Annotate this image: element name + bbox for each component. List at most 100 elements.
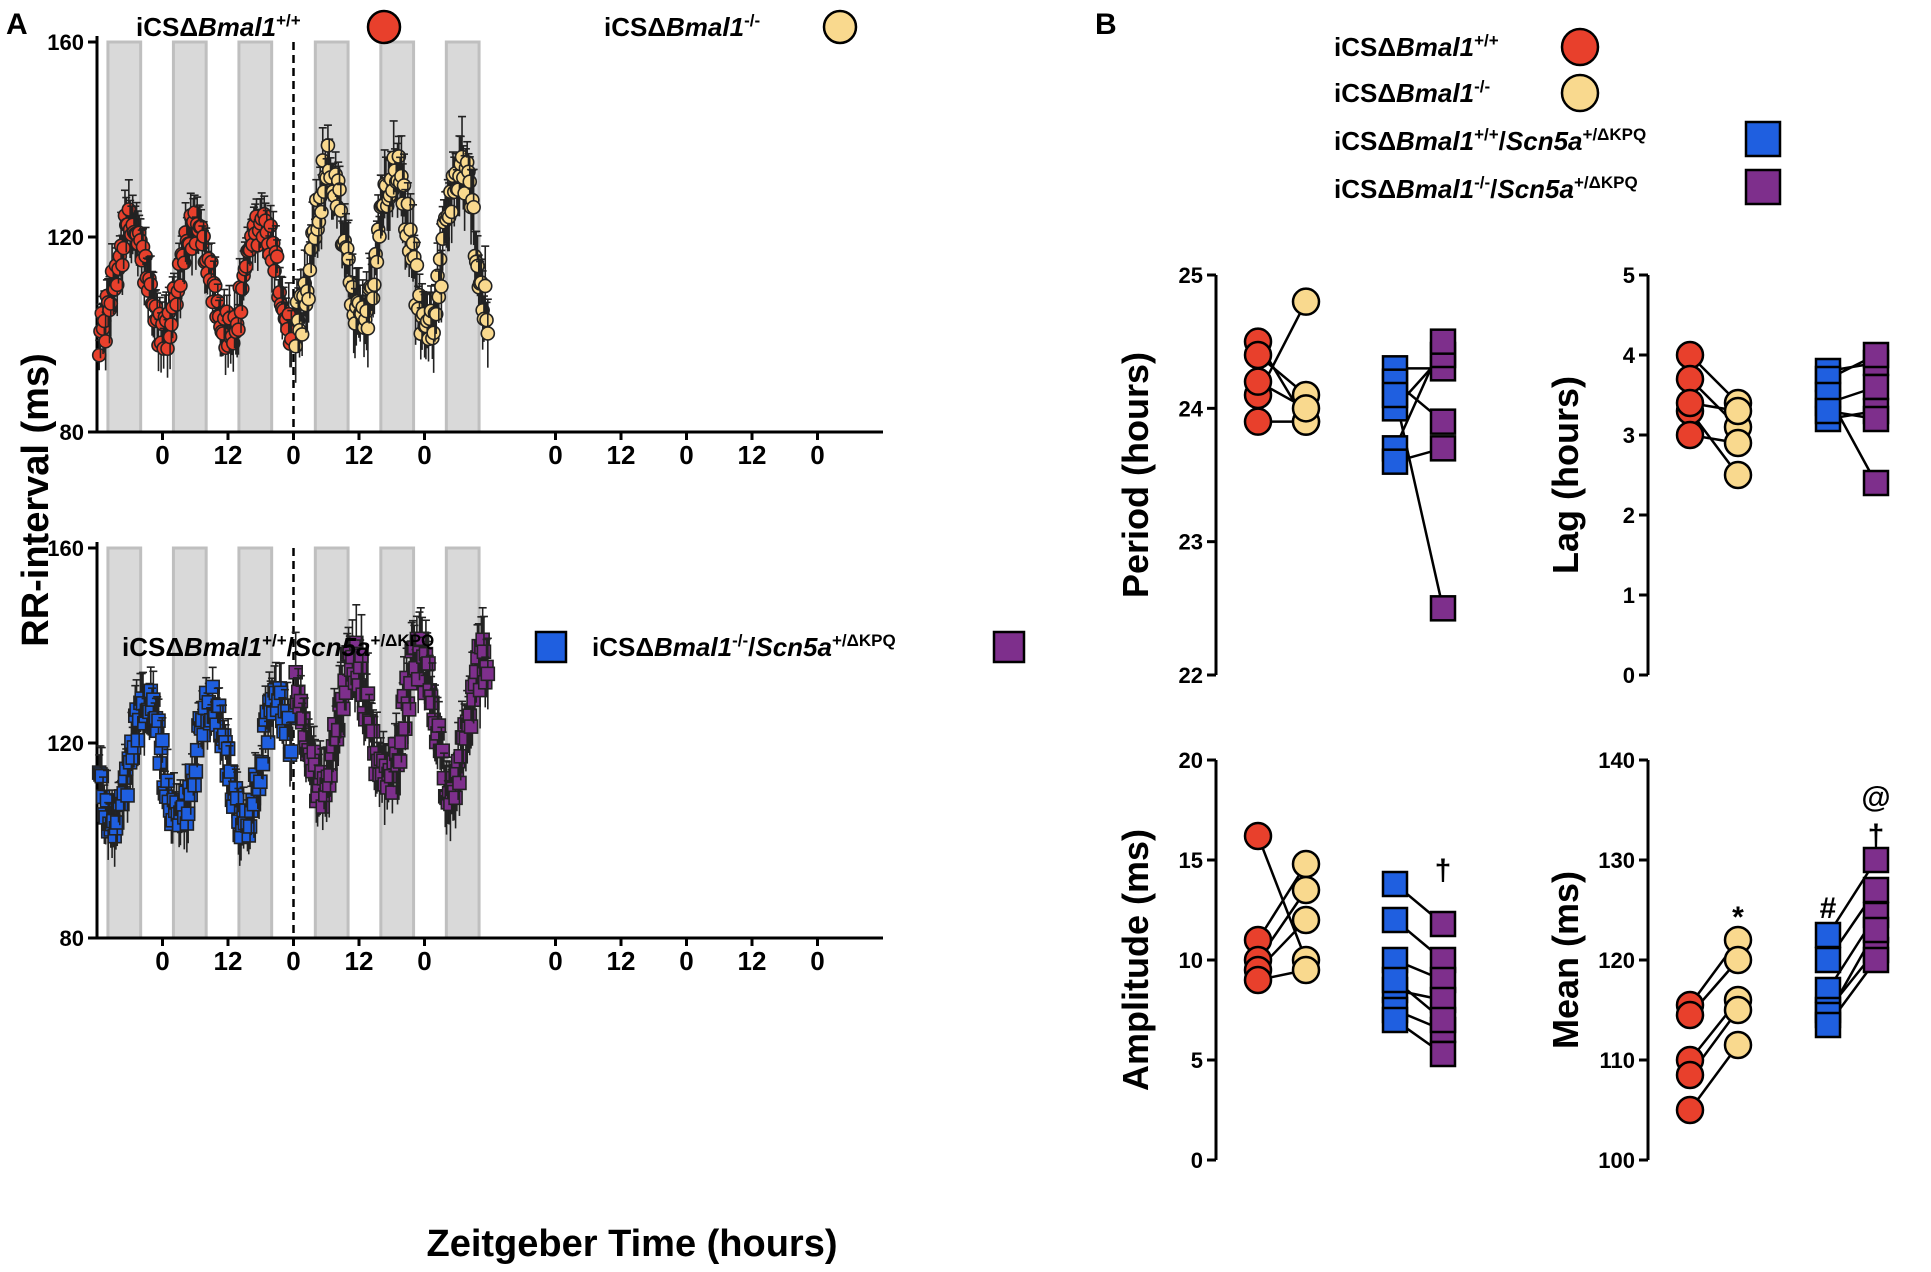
pair-group-wt_kpq-ko_kpq: [1814, 846, 1890, 1039]
data-point: [205, 679, 220, 695]
y-tick-label-4: 20: [1179, 748, 1203, 773]
data-point: [369, 254, 385, 270]
x-tick-label-2: 0: [286, 440, 300, 470]
data-point: [94, 768, 110, 784]
significance-annotation-1: #: [1820, 892, 1837, 925]
x-tick-label-6: 12: [607, 440, 636, 470]
data-point: [253, 774, 268, 790]
data-point: [120, 788, 135, 803]
data-point: [231, 322, 246, 338]
legend-item-ko: iCSΔBmal1-/-: [1334, 73, 1600, 113]
data-point: [372, 229, 387, 244]
legend-ko-marker: [1560, 73, 1600, 113]
pair-group-wt_kpq-ko_kpq: [1381, 328, 1457, 622]
svg-text:iCSΔBmal1+/+/Scn5a+/ΔKPQ: iCSΔBmal1+/+/Scn5a+/ΔKPQ: [1334, 125, 1646, 156]
data-point: [109, 277, 125, 293]
svg-text:iCSΔBmal1-/-/Scn5a+/ΔKPQ: iCSΔBmal1-/-/Scn5a+/ΔKPQ: [1334, 173, 1638, 204]
data-point-ko: [1291, 287, 1321, 316]
data-point: [367, 277, 382, 293]
data-point: [479, 312, 494, 328]
data-point: [320, 138, 336, 153]
y-axis-label: Period (hours): [1115, 352, 1156, 598]
y-tick-label-2: 24: [1179, 396, 1204, 421]
data-point-wt: [1675, 340, 1705, 370]
data-point-wt: [1675, 420, 1705, 450]
panel-a-xlabel: Zeitgeber Time (hours): [426, 1223, 837, 1265]
y-tick-label-1: 120: [47, 731, 84, 756]
data-point: [233, 304, 249, 320]
y-tick-label-0: 100: [1598, 1148, 1635, 1173]
legend-wt-marker: [1560, 27, 1600, 67]
svg-text:iCSΔBmal1-/-: iCSΔBmal1-/-: [1334, 77, 1490, 108]
data-point: [155, 733, 170, 748]
data-point-wt: [1243, 340, 1273, 370]
x-tick-label-8: 12: [738, 440, 767, 470]
data-point: [332, 182, 347, 197]
data-point-wt: [1675, 364, 1705, 394]
data-point-wt: [1243, 407, 1273, 436]
pair-group-wt_kpq-ko_kpq: [1814, 341, 1890, 497]
y-tick-label-5: 5: [1623, 263, 1635, 288]
data-point-ko: [1291, 905, 1321, 935]
y-tick-label-2: 2: [1623, 503, 1635, 528]
title-wt-kpq-marker: [534, 630, 568, 664]
data-point-ko_kpq: [1862, 916, 1890, 944]
data-point-wt_kpq: [1381, 381, 1409, 409]
data-point-wt_kpq: [1814, 921, 1842, 949]
x-tick-label-0: 0: [155, 440, 169, 470]
title-wt-marker: [366, 9, 402, 45]
data-point: [160, 341, 175, 356]
data-point-ko: [1723, 945, 1753, 975]
data-point-ko_kpq: [1862, 876, 1890, 904]
y-tick-label-2: 10: [1179, 948, 1203, 973]
title-ko-marker: [822, 9, 858, 45]
svg-text:iCSΔBmal1-/-: iCSΔBmal1-/-: [604, 11, 760, 42]
data-point: [260, 735, 276, 750]
y-tick-label-0: 80: [60, 926, 84, 951]
x-tick-label-3: 12: [345, 946, 374, 976]
x-tick-label-3: 12: [345, 440, 374, 470]
data-point: [255, 756, 271, 772]
series-ko: [288, 115, 496, 383]
data-point-ko: [1291, 849, 1321, 879]
legend-ko-kpq-marker: [1744, 168, 1782, 206]
y-tick-label-0: 0: [1191, 1148, 1203, 1173]
data-point: [115, 257, 130, 273]
data-point: [336, 701, 351, 717]
x-tick-label-5: 0: [548, 440, 562, 470]
x-tick-label-4: 0: [417, 946, 431, 976]
pair-group-wt-ko: [1675, 925, 1753, 1125]
data-point-wt_kpq: [1381, 448, 1409, 475]
y-axis-label: Mean (ms): [1545, 871, 1586, 1049]
x-tick-label-5: 0: [548, 946, 562, 976]
y-axis-label: Lag (hours): [1545, 376, 1586, 574]
data-point-wt: [1243, 367, 1273, 396]
x-tick-label-7: 0: [679, 440, 693, 470]
data-point-ko_kpq: [1429, 1040, 1457, 1068]
y-tick-label-0: 0: [1623, 663, 1635, 688]
data-point-wt: [1243, 821, 1273, 851]
data-point: [162, 329, 178, 345]
data-point: [480, 326, 496, 341]
data-point: [392, 754, 408, 769]
data-point: [466, 199, 481, 215]
data-point-wt: [1675, 1095, 1705, 1125]
data-point: [196, 229, 211, 244]
data-point: [220, 741, 236, 757]
data-point: [434, 279, 449, 294]
data-point: [409, 257, 425, 273]
panel-b-lag-plot: 0 1 2 3 4 5 Lag (hours): [1545, 263, 1890, 688]
legend-item-ko-kpq: iCSΔBmal1-/-/Scn5a+/ΔKPQ: [1334, 168, 1782, 206]
data-point: [477, 278, 493, 294]
data-point: [432, 251, 448, 267]
data-point-ko_kpq: [1862, 469, 1890, 497]
data-point-ko_kpq: [1429, 408, 1457, 435]
data-point-wt_kpq: [1381, 966, 1409, 994]
data-point-ko: [1723, 995, 1753, 1025]
y-tick-label-1: 120: [47, 225, 84, 250]
series-ko_kpq: [288, 603, 496, 842]
y-tick-label-4: 140: [1598, 748, 1635, 773]
data-point-ko: [1723, 428, 1753, 458]
data-point-ko: [1723, 1030, 1753, 1060]
